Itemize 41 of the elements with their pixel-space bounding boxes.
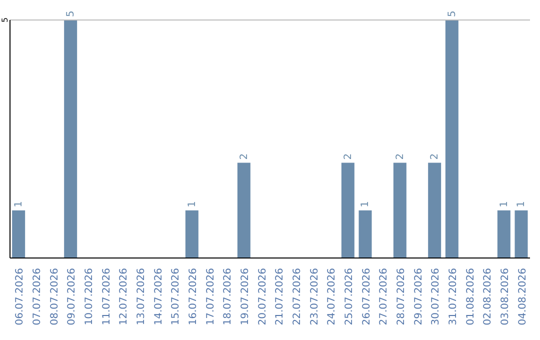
x-tick-label: 24.07.2026 bbox=[326, 268, 338, 326]
x-tick-label: 20.07.2026 bbox=[257, 268, 268, 326]
x-tick-label: 30.07.2026 bbox=[430, 268, 442, 326]
x-tick-label: 14.07.2026 bbox=[153, 268, 164, 326]
x-tick-label: 28.07.2026 bbox=[396, 268, 407, 326]
x-tick-label: 25.07.2026 bbox=[344, 268, 355, 326]
x-tick-label: 22.07.2026 bbox=[292, 268, 303, 326]
data-label: 2 bbox=[238, 153, 250, 160]
x-tick-label: 29.07.2026 bbox=[413, 268, 424, 326]
x-tick-label: 12.07.2026 bbox=[118, 268, 130, 326]
x-tick-label: 01.08.2026 bbox=[465, 268, 476, 326]
x-tick-label: 16.07.2026 bbox=[188, 268, 199, 326]
x-tick-label: 07.07.2026 bbox=[32, 268, 43, 326]
data-label: 5 bbox=[66, 10, 77, 17]
x-tick-label: 11.07.2026 bbox=[101, 268, 112, 326]
data-label: 1 bbox=[186, 201, 198, 208]
x-tick-label: 31.07.2026 bbox=[448, 268, 459, 326]
x-tick-label: 19.07.2026 bbox=[240, 268, 251, 326]
data-label: 2 bbox=[394, 153, 406, 160]
x-tick-label: 26.07.2026 bbox=[361, 268, 372, 326]
x-tick-label: 10.07.2026 bbox=[84, 268, 95, 326]
x-tick-label: 08.07.2026 bbox=[49, 268, 60, 326]
x-tick-label: 21.07.2026 bbox=[274, 268, 286, 326]
x-tick-label: 03.08.2026 bbox=[500, 268, 511, 326]
x-tick-label: 09.07.2026 bbox=[66, 268, 78, 326]
x-tick-label: 15.07.2026 bbox=[170, 268, 182, 326]
data-label: 1 bbox=[498, 201, 510, 208]
data-label: 2 bbox=[342, 153, 354, 160]
x-tick-label: 13.07.2026 bbox=[136, 268, 147, 326]
x-tick-label: 02.08.2026 bbox=[482, 268, 494, 326]
x-tick-label: 18.07.2026 bbox=[222, 268, 234, 326]
x-tick-label: 23.07.2026 bbox=[309, 268, 320, 326]
x-tick-label: 27.07.2026 bbox=[378, 268, 390, 326]
x-tick-label: 04.08.2026 bbox=[517, 268, 528, 326]
data-label: 1 bbox=[14, 201, 25, 208]
data-label: 1 bbox=[516, 201, 528, 208]
data-label: 5 bbox=[446, 10, 458, 17]
data-label: 1 bbox=[360, 201, 372, 208]
x-tick-label: 17.07.2026 bbox=[205, 268, 216, 326]
x-tick-label: 06.07.2026 bbox=[14, 268, 26, 326]
data-label: 2 bbox=[430, 153, 441, 160]
